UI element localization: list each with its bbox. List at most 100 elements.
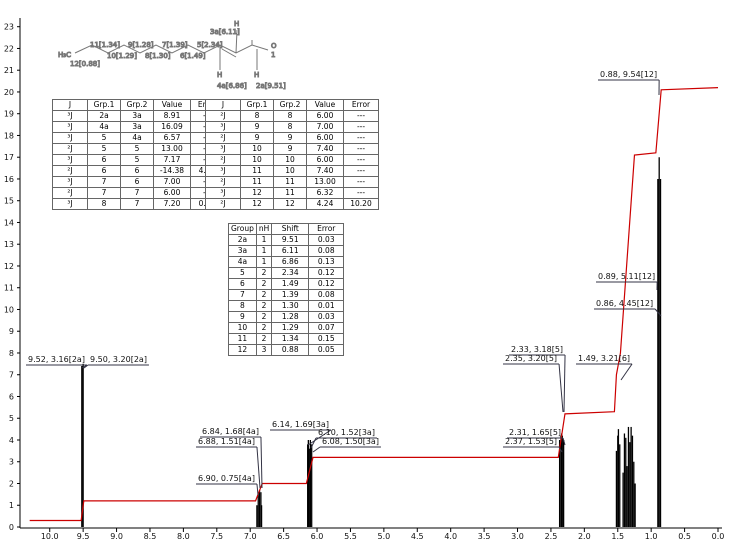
table-cell: 10 bbox=[273, 154, 307, 166]
table-cell: 4a bbox=[87, 121, 121, 133]
x-tick-label: 1.5 bbox=[611, 532, 624, 541]
table-cell: 6.57 bbox=[153, 132, 191, 144]
x-tick-label: 8.5 bbox=[144, 532, 157, 541]
table-cell: ³J bbox=[52, 198, 88, 210]
label-leader bbox=[558, 446, 563, 453]
label-leader bbox=[256, 446, 261, 489]
table-cell: 0.07 bbox=[308, 322, 345, 334]
y-tick-label: 23 bbox=[4, 23, 14, 32]
table-cell: 6.86 bbox=[271, 256, 310, 268]
y-tick-label: 16 bbox=[4, 175, 14, 184]
table-cell: 7 bbox=[87, 176, 121, 188]
atom-label: H bbox=[234, 20, 239, 28]
x-tick-label: 10.0 bbox=[41, 532, 59, 541]
table-row: ³J 9 8 7.00 --- bbox=[205, 121, 379, 133]
table-cell: 8 bbox=[87, 198, 121, 210]
table-cell: 12 bbox=[273, 198, 307, 210]
table-cell: 0.01 bbox=[308, 300, 345, 312]
table-cell: 6 bbox=[228, 278, 257, 290]
table-cell: 7.00 bbox=[153, 176, 191, 188]
table-row: 10 2 1.29 0.07 bbox=[228, 322, 345, 334]
data-table: JGrp.1Grp.2ValueError³J2a3a8.91---³J4a3a… bbox=[52, 99, 224, 210]
table-row: ³J 11 10 7.40 --- bbox=[205, 165, 379, 177]
table-cell: 7.00 bbox=[306, 121, 344, 133]
table-cell: 2 bbox=[255, 278, 273, 290]
x-tick-label: 4.0 bbox=[444, 532, 457, 541]
table-cell: 11 bbox=[273, 187, 307, 199]
table-cell: 6 bbox=[87, 154, 121, 166]
atom-label: O bbox=[271, 42, 277, 50]
table-cell: 5 bbox=[87, 143, 121, 155]
table-cell: 13.00 bbox=[306, 176, 344, 188]
table-cell: 12 bbox=[240, 187, 274, 199]
table-cell: 8 bbox=[273, 121, 307, 133]
table-row: 11 2 1.34 0.15 bbox=[228, 333, 345, 345]
table-cell: 9 bbox=[273, 132, 307, 144]
peak-label: 0.89, 5.11[12] bbox=[598, 272, 655, 281]
atom-label: 12[0.88] bbox=[70, 60, 100, 68]
table-cell: 0.13 bbox=[308, 256, 345, 268]
table-cell: 6.00 bbox=[306, 154, 344, 166]
table-cell: --- bbox=[343, 121, 379, 133]
table-cell: 6.11 bbox=[271, 245, 310, 257]
y-tick-label: 2 bbox=[9, 479, 14, 488]
label-leader bbox=[81, 364, 88, 369]
table-cell: ³J bbox=[205, 121, 241, 133]
x-tick-label: 3.0 bbox=[511, 532, 524, 541]
table-cell: ²J bbox=[52, 143, 88, 155]
label-leader bbox=[312, 446, 321, 453]
y-tick-label: 6 bbox=[9, 392, 14, 401]
table-cell: 4.24 bbox=[306, 198, 344, 210]
table-cell: 1.39 bbox=[271, 289, 310, 301]
atom-label: 4a[6.86] bbox=[217, 82, 247, 90]
table-row: 5 2 2.34 0.12 bbox=[228, 267, 345, 279]
x-tick-label: 6.0 bbox=[311, 532, 324, 541]
table-row: ³J 12 11 6.32 --- bbox=[205, 187, 379, 199]
label-leader bbox=[310, 437, 317, 449]
table-cell: 3a bbox=[120, 121, 154, 133]
table-row: 2a 1 9.51 0.03 bbox=[228, 234, 345, 246]
table-cell: 8 bbox=[228, 300, 257, 312]
y-tick-label: 19 bbox=[4, 110, 14, 119]
table-cell: 9.51 bbox=[271, 234, 310, 246]
table-cell: 6 bbox=[87, 165, 121, 177]
label-leader bbox=[562, 437, 566, 446]
table-cell: 9 bbox=[228, 311, 257, 323]
table-cell: --- bbox=[343, 187, 379, 199]
x-tick-label: 3.5 bbox=[478, 532, 491, 541]
table-cell: Value bbox=[153, 99, 191, 111]
table-cell: --- bbox=[343, 176, 379, 188]
x-tick-label: 2.0 bbox=[578, 532, 591, 541]
table-cell: 12 bbox=[228, 344, 257, 356]
table-cell: 6 bbox=[120, 176, 154, 188]
y-tick-label: 20 bbox=[4, 88, 14, 97]
y-tick-label: 10 bbox=[4, 305, 14, 314]
y-tick-label: 21 bbox=[4, 66, 14, 75]
y-tick-label: 0 bbox=[9, 523, 14, 532]
label-leader bbox=[563, 354, 566, 413]
table-cell: ²J bbox=[205, 198, 241, 210]
table-row: ²J 12 12 4.24 10.20 bbox=[205, 198, 379, 210]
y-tick-label: 1 bbox=[9, 501, 14, 510]
x-tick-label: 7.5 bbox=[210, 532, 223, 541]
atom-label: H bbox=[254, 71, 259, 79]
bond-h bbox=[235, 29, 238, 54]
table-row: 9 2 1.28 0.03 bbox=[228, 311, 345, 323]
y-tick-label: 9 bbox=[9, 327, 14, 336]
table-cell: 1.49 bbox=[271, 278, 310, 290]
y-tick-label: 7 bbox=[9, 371, 14, 380]
table-cell: ³J bbox=[52, 121, 88, 133]
table-cell: 0.05 bbox=[308, 344, 345, 356]
table-cell: Error bbox=[343, 99, 379, 111]
atom-label: 7[1.39] bbox=[162, 41, 188, 49]
y-tick-label: 4 bbox=[9, 436, 14, 445]
table-cell: 11 bbox=[273, 176, 307, 188]
table-cell: 5 bbox=[120, 154, 154, 166]
table-cell: --- bbox=[343, 165, 379, 177]
atom-label: 5[2.34] bbox=[197, 41, 223, 49]
